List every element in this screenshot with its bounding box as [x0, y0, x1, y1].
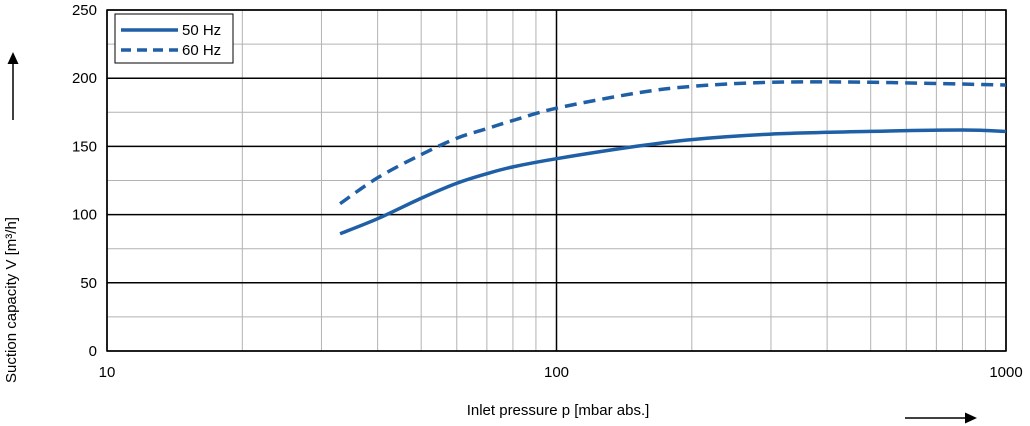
series-line-0 [339, 128, 1007, 236]
legend: 50 Hz 60 Hz [114, 13, 234, 64]
legend-label-60hz: 60 Hz [182, 42, 221, 59]
plot-frame [106, 9, 1007, 352]
series-layer [339, 80, 1007, 236]
x-tick-label: 10 [99, 364, 116, 381]
x-tick-label: 100 [544, 364, 569, 381]
y-tick-labels: 0 50 100 150 200 250 [72, 2, 97, 360]
x-tick-labels: 10 100 1000 [99, 364, 1023, 381]
x-tick-label: 1000 [989, 364, 1022, 381]
y-tick-label: 100 [72, 207, 97, 224]
x-axis-label: Inlet pressure p [mbar abs.] [467, 402, 650, 419]
y-tick-label: 0 [89, 343, 97, 360]
y-tick-label: 50 [80, 275, 97, 292]
y-tick-label: 200 [72, 70, 97, 87]
y-axis-label: Suction capacity V [m³/h] [3, 217, 20, 383]
y-tick-label: 250 [72, 2, 97, 19]
y-tick-label: 150 [72, 138, 97, 155]
legend-box [114, 13, 234, 64]
x-axis-arrow [905, 412, 977, 424]
series-line-1 [339, 80, 1007, 206]
y-axis-arrow [7, 52, 19, 120]
legend-label-50hz: 50 Hz [182, 22, 221, 39]
